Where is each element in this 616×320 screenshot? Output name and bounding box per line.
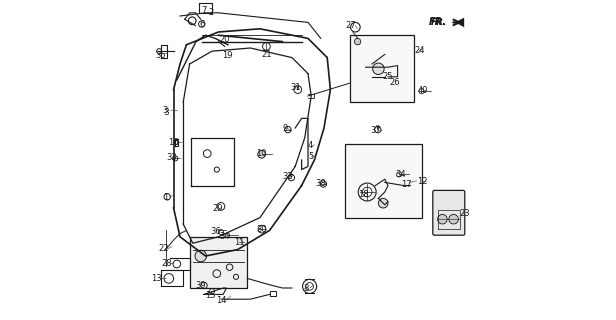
- Text: 36: 36: [211, 227, 222, 236]
- Text: 39: 39: [195, 281, 206, 290]
- FancyBboxPatch shape: [433, 190, 465, 235]
- Bar: [345, 144, 421, 218]
- Text: 6: 6: [199, 20, 205, 29]
- Text: 5: 5: [308, 152, 313, 161]
- Text: FR.: FR.: [429, 17, 447, 28]
- Text: 13: 13: [151, 274, 161, 283]
- Circle shape: [449, 214, 458, 224]
- Text: 16: 16: [168, 138, 179, 147]
- Text: 3: 3: [162, 106, 168, 115]
- Text: 23: 23: [460, 209, 470, 218]
- Text: 31: 31: [291, 83, 301, 92]
- Text: 19: 19: [222, 51, 233, 60]
- Text: 22: 22: [159, 244, 169, 253]
- Text: 9: 9: [282, 124, 287, 133]
- Text: 40: 40: [417, 86, 428, 95]
- Circle shape: [195, 250, 206, 262]
- Text: 29: 29: [213, 204, 223, 212]
- Polygon shape: [455, 18, 464, 27]
- Text: 24: 24: [415, 46, 425, 55]
- Text: 35: 35: [155, 51, 166, 60]
- Text: 20: 20: [219, 35, 230, 44]
- Circle shape: [373, 63, 384, 75]
- Text: 26: 26: [389, 78, 400, 87]
- Text: 25: 25: [382, 72, 392, 81]
- Bar: [190, 237, 247, 288]
- Bar: [350, 35, 413, 102]
- Text: 8: 8: [304, 284, 309, 293]
- Text: 33: 33: [166, 153, 177, 162]
- Text: 18: 18: [358, 190, 368, 199]
- Text: 7: 7: [201, 6, 207, 15]
- Text: 32: 32: [282, 172, 293, 181]
- Circle shape: [437, 214, 447, 224]
- Text: 12: 12: [417, 177, 428, 186]
- Circle shape: [354, 38, 361, 45]
- Text: 10: 10: [256, 149, 267, 158]
- Text: 28: 28: [161, 259, 171, 268]
- Text: 17: 17: [401, 180, 412, 189]
- Text: 34: 34: [219, 232, 230, 241]
- Text: 14: 14: [216, 296, 227, 305]
- Circle shape: [378, 198, 388, 208]
- Circle shape: [257, 150, 265, 158]
- Text: FR.: FR.: [431, 18, 447, 27]
- Text: 30: 30: [256, 225, 267, 234]
- Text: 4: 4: [308, 141, 313, 150]
- Text: 3: 3: [164, 108, 169, 116]
- Text: 34: 34: [395, 170, 405, 179]
- Text: 27: 27: [346, 21, 357, 30]
- Text: 2: 2: [209, 8, 214, 17]
- Text: 1: 1: [163, 193, 168, 202]
- Text: 21: 21: [262, 50, 272, 59]
- Text: 15: 15: [205, 291, 216, 300]
- Text: 11: 11: [234, 238, 245, 247]
- Text: 37: 37: [370, 126, 381, 135]
- Text: 38: 38: [315, 179, 326, 188]
